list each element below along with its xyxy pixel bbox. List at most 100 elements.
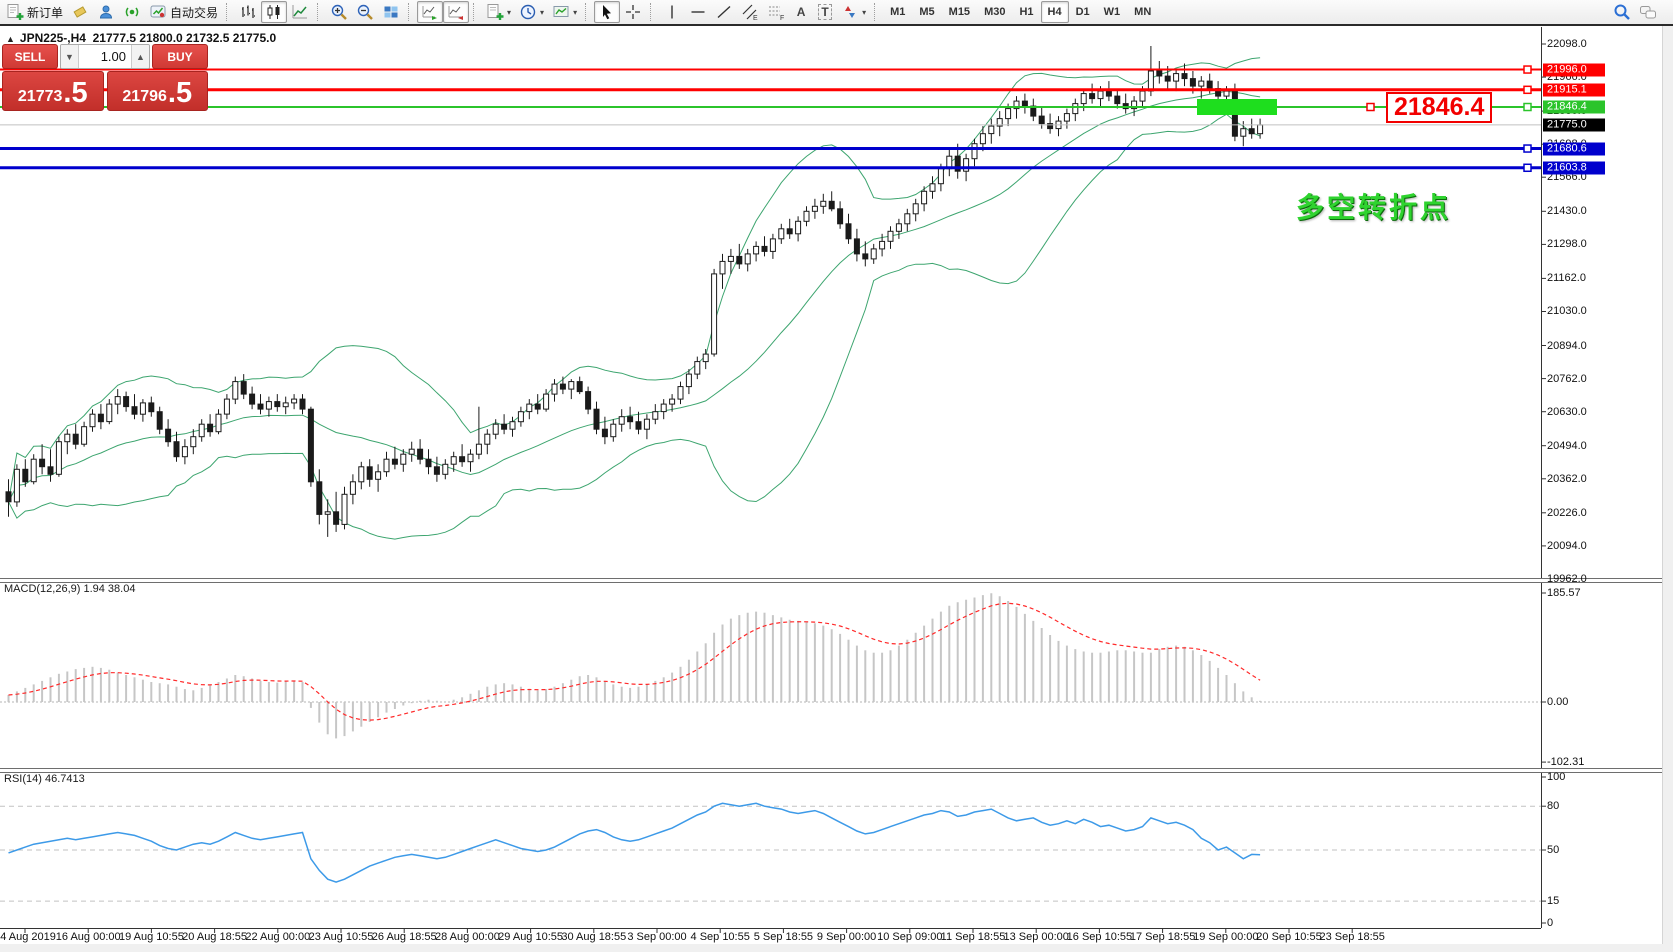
crosshair-tool-button[interactable] [620,1,646,23]
equidistant-channel-icon: E [742,4,758,21]
timeframe-m15[interactable]: M15 [948,6,971,18]
timeframe-d1[interactable]: D1 [1075,6,1090,18]
time-axis-label: 20 Aug 18:55 [182,931,248,943]
highlight-rectangle[interactable] [1197,99,1277,115]
auto-scroll-button[interactable] [417,1,444,23]
autotrading-button[interactable]: 自动交易 [145,1,222,23]
timeframe-w1[interactable]: W1 [1103,6,1121,18]
candle [5,491,12,503]
line-handle[interactable] [1523,144,1532,153]
line-chart-button[interactable] [287,1,313,23]
candle [316,481,323,515]
panel-splitter[interactable] [0,578,1673,583]
volume-decrease-button[interactable]: ▼ [61,45,79,68]
volume-value[interactable]: 1.00 [100,49,126,64]
time-axis-label: 23 Sep 18:55 [1319,931,1385,943]
candle [1240,128,1247,137]
candle [391,458,398,465]
autotrading-icon [150,5,166,18]
buy-price[interactable]: 21796.5 [106,71,208,111]
candle [484,433,491,445]
candle [173,441,180,458]
text-tool-button[interactable]: A [789,1,813,23]
candle [1105,90,1112,97]
candle [904,213,911,225]
zoom-out-button[interactable] [352,1,378,23]
zoom-in-button[interactable] [326,1,352,23]
line-chart-icon [292,5,308,19]
main-price-panel[interactable] [0,46,1541,540]
candle [139,402,146,415]
text-label-tool-button[interactable]: T [813,1,837,23]
callout-anchor[interactable] [1366,102,1375,112]
line-handle[interactable] [1523,102,1532,112]
candle [534,403,541,410]
collapse-arrow-icon[interactable]: ▲ [6,34,15,44]
eraser-button[interactable] [67,1,93,23]
price-tick-label: 20494.0 [1547,439,1587,452]
profile-button[interactable] [93,1,119,23]
timeframe-h1[interactable]: H1 [1019,6,1034,18]
arrows-tool-button[interactable]: ▾ [837,1,870,23]
candle [349,481,356,495]
new-order-label: 新订单 [27,5,64,20]
candle [97,413,104,423]
trendline-tool-button[interactable] [711,1,737,23]
arrows-icon [845,6,856,18]
line-handle[interactable] [1523,85,1532,95]
signal-button[interactable] [119,1,145,23]
timeframe-m5[interactable]: M5 [919,6,935,18]
volume-increase-button[interactable]: ▲ [131,45,149,68]
new-order-button[interactable]: 新订单 [2,1,67,23]
candle [887,230,894,242]
timeframe-mn[interactable]: MN [1134,6,1152,18]
timeframe-m30[interactable]: M30 [984,6,1006,18]
candle [333,511,340,525]
price-callout-box[interactable]: 21846.4 [1386,92,1493,123]
candle [1131,100,1138,110]
tile-windows-button[interactable] [378,1,404,23]
add-indicator-button[interactable]: ▾ [482,1,515,23]
candle [652,411,659,420]
candle [198,423,205,438]
sell-price[interactable]: 21773.5 [2,71,104,111]
candle [862,253,869,260]
candle [467,453,474,463]
fibonacci-icon: F [769,6,784,21]
candlestick-chart-button[interactable] [261,1,288,23]
rsi-panel[interactable] [0,802,1541,902]
search-button[interactable] [1609,1,1635,23]
periods-button[interactable]: ▾ [515,1,548,23]
timeframe-m1[interactable]: M1 [890,6,906,18]
chat-button[interactable] [1635,1,1661,23]
fibonacci-tool-button[interactable]: F [763,1,789,23]
line-handle[interactable] [1523,65,1532,74]
cursor-tool-button[interactable] [594,1,621,23]
candle [643,418,650,430]
panel-splitter[interactable] [0,768,1673,773]
chevron-down-icon: ▾ [573,7,578,17]
candle [727,255,734,262]
horizontal-line-tool-button[interactable] [685,1,711,23]
chevron-down-icon: ▾ [540,7,545,17]
autotrading-label: 自动交易 [170,5,219,20]
bar-chart-button[interactable] [235,1,261,23]
toolbar-grip [473,3,478,21]
chart-shift-button[interactable] [443,1,470,23]
candle [1189,78,1196,87]
timeframe-h4[interactable]: H4 [1040,1,1069,23]
vertical-line-tool-button[interactable] [659,1,685,23]
candle [1257,124,1264,135]
buy-button[interactable]: BUY [152,44,208,69]
templates-button[interactable]: ▾ [548,1,581,23]
chart-title-text: JPN225-,H4 21777.5 21800.0 21732.5 21775… [19,31,277,45]
time-axis-label: 19 Sep 00:00 [1193,931,1259,943]
line-handle[interactable] [1523,163,1532,173]
turning-point-annotation[interactable]: 多空转折点 [1296,191,1452,224]
equidistant-channel-tool-button[interactable]: E [737,1,763,23]
candle [685,373,692,388]
macd-panel[interactable] [0,593,1541,739]
sell-button[interactable]: SELL [2,44,58,69]
periods-icon [520,4,536,20]
